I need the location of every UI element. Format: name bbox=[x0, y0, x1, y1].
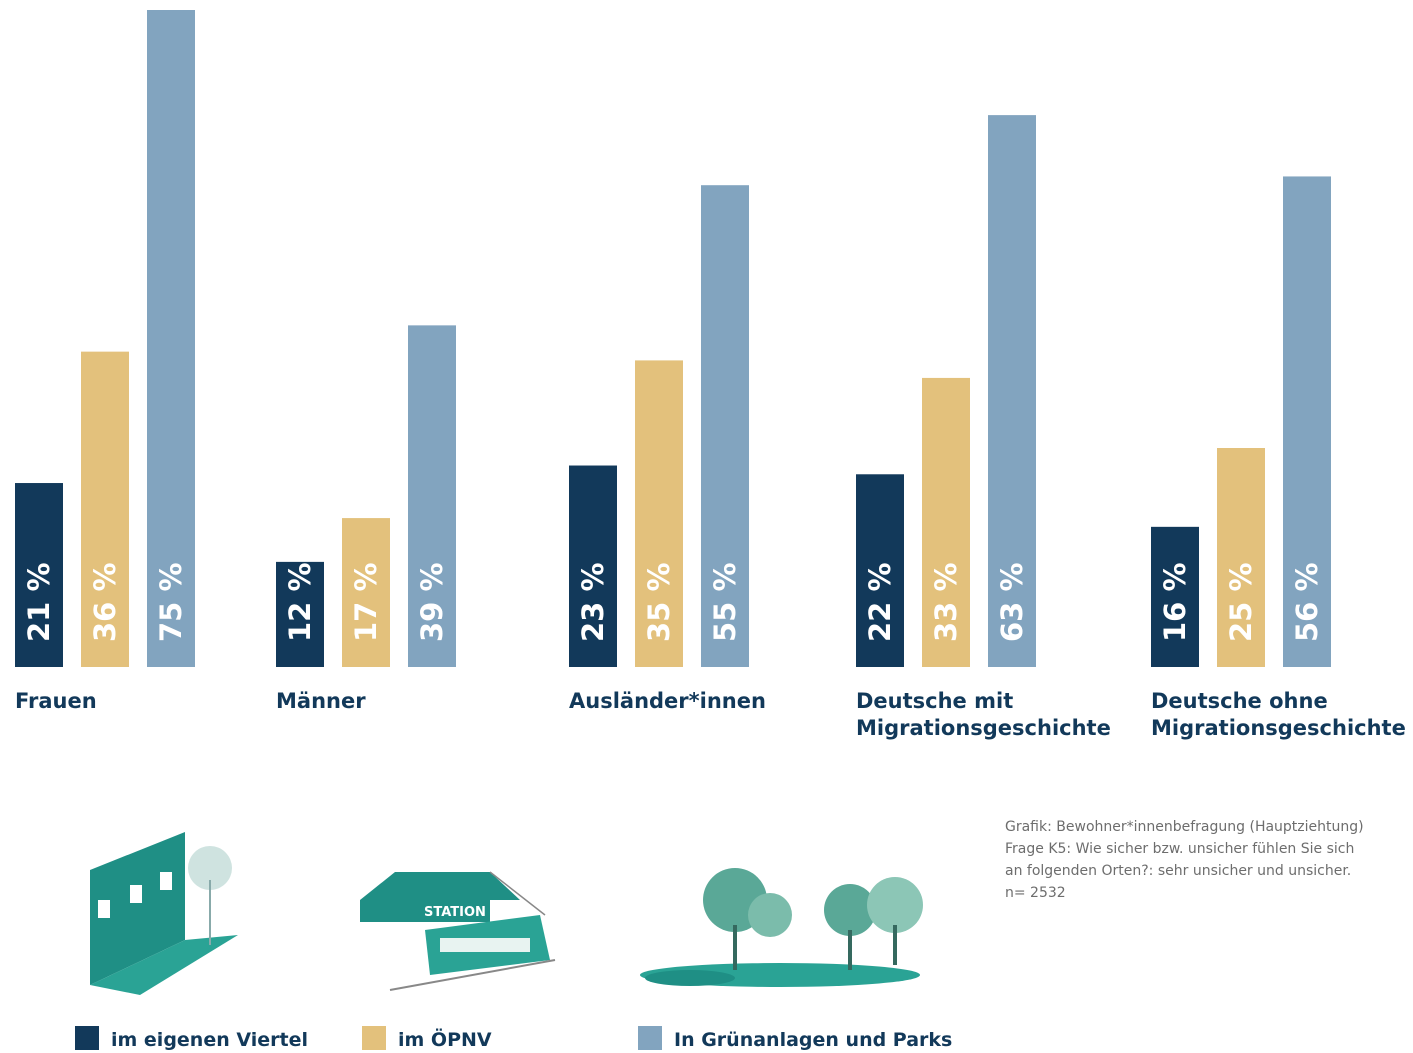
moon-icon bbox=[229, 790, 245, 822]
wire bbox=[489, 871, 546, 916]
rail bbox=[389, 959, 556, 991]
value-label: 33 % bbox=[929, 562, 963, 642]
value-label: 16 % bbox=[1158, 562, 1192, 642]
value-label: 63 % bbox=[995, 562, 1029, 642]
value-label: 35 % bbox=[642, 562, 676, 642]
legend-swatch bbox=[638, 1026, 662, 1050]
bar bbox=[276, 561, 324, 667]
value-label: 56 % bbox=[1290, 562, 1324, 642]
bar bbox=[81, 351, 129, 667]
note-text: n= 2532 bbox=[1005, 885, 1066, 901]
bar bbox=[1283, 176, 1331, 667]
tree-trunk bbox=[848, 930, 852, 970]
tree-trunk bbox=[733, 925, 737, 970]
category-label: Ausländer*innen bbox=[569, 689, 766, 713]
tree-icon bbox=[867, 877, 923, 933]
legend-label: In Grünanlagen und Parks bbox=[674, 1029, 952, 1051]
value-label: 25 % bbox=[1224, 562, 1258, 642]
legend-label: im eigenen Viertel bbox=[111, 1029, 308, 1051]
category-label: Migrationsgeschichte bbox=[1151, 716, 1406, 740]
tree-trunk bbox=[893, 925, 897, 965]
moon-icon bbox=[522, 816, 538, 848]
value-label: 21 % bbox=[22, 562, 56, 642]
station-sign bbox=[360, 900, 490, 922]
bar bbox=[147, 10, 195, 667]
tree-icon bbox=[748, 893, 792, 937]
street-icon bbox=[90, 935, 238, 995]
moon-icon bbox=[847, 833, 863, 865]
value-label: 22 % bbox=[863, 562, 897, 642]
window-icon bbox=[130, 885, 142, 903]
note-text: an folgenden Orten?: sehr unsicher und u… bbox=[1005, 863, 1351, 879]
value-label: 39 % bbox=[415, 562, 449, 642]
value-label: 17 % bbox=[349, 562, 383, 642]
bar bbox=[856, 474, 904, 667]
window-icon bbox=[160, 872, 172, 890]
tram-window bbox=[440, 938, 530, 952]
station-text: STATION bbox=[424, 905, 486, 920]
value-label: 12 % bbox=[283, 562, 317, 642]
building-icon bbox=[90, 832, 185, 985]
category-label: Migrationsgeschichte bbox=[856, 716, 1111, 740]
tree-icon bbox=[188, 846, 232, 890]
bar bbox=[988, 115, 1036, 668]
category-label: Frauen bbox=[15, 689, 97, 713]
value-label: 75 % bbox=[154, 562, 188, 642]
bar bbox=[569, 465, 617, 667]
value-label: 55 % bbox=[708, 562, 742, 642]
value-label: 23 % bbox=[576, 562, 610, 642]
bar bbox=[15, 483, 63, 667]
bar bbox=[635, 360, 683, 667]
bar bbox=[922, 377, 970, 667]
bar bbox=[701, 185, 749, 667]
legend-swatch bbox=[75, 1026, 99, 1050]
note-text: Frage K5: Wie sicher bzw. unsicher fühle… bbox=[1005, 841, 1354, 857]
bar bbox=[342, 518, 390, 667]
legend-label: im ÖPNV bbox=[398, 1027, 492, 1051]
window-icon bbox=[98, 900, 110, 918]
value-label: 36 % bbox=[88, 562, 122, 642]
illustrations: STATION bbox=[90, 790, 923, 995]
category-label: Deutsche mit bbox=[856, 689, 1013, 713]
lawn-icon bbox=[645, 970, 735, 986]
bar bbox=[1151, 526, 1199, 667]
bar bbox=[408, 325, 456, 667]
category-label: Männer bbox=[276, 689, 366, 713]
note-text: Grafik: Bewohner*innenbefragung (Hauptzi… bbox=[1005, 819, 1364, 835]
tree-icon bbox=[824, 884, 876, 936]
category-label: Deutsche ohne bbox=[1151, 689, 1328, 713]
station-roof bbox=[360, 872, 520, 900]
bar bbox=[1217, 448, 1265, 667]
legend-swatch bbox=[362, 1026, 386, 1050]
